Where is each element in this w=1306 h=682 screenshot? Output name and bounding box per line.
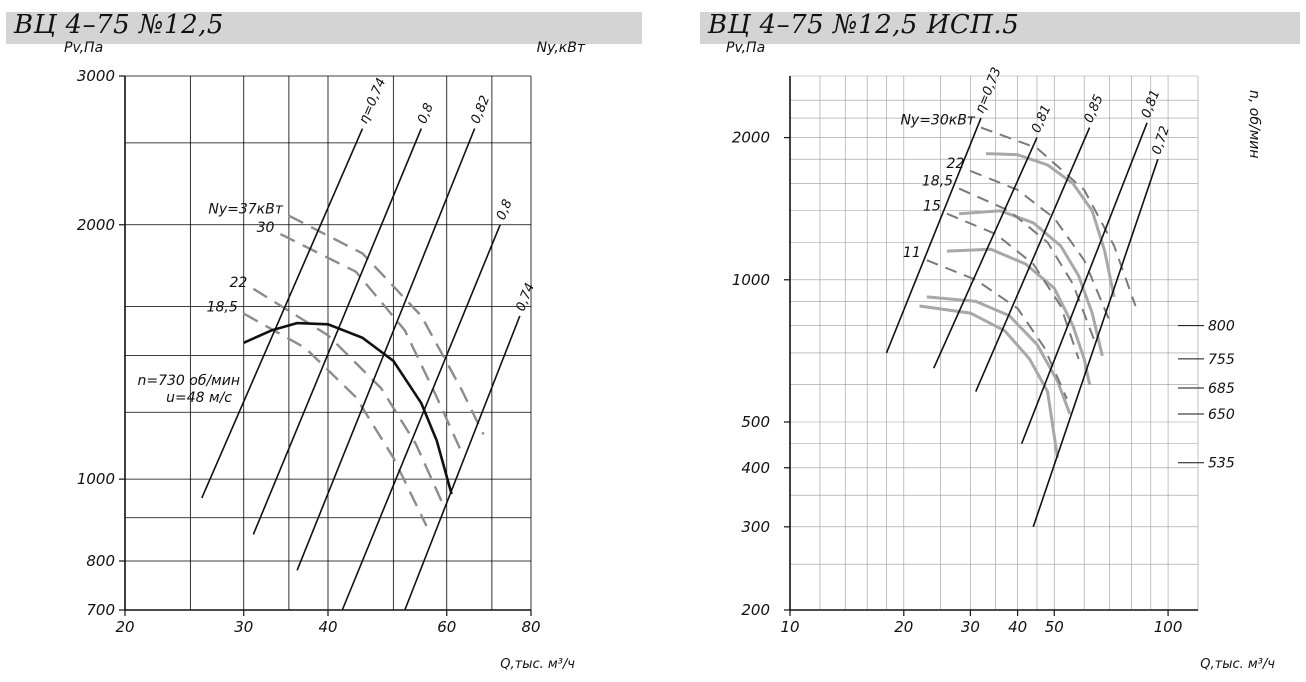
chart-title-left: ВЦ 4–75 №12,5 (14, 10, 224, 40)
efficiency-line-label: 0,8 (415, 101, 437, 126)
x-tick-label: 10 (780, 618, 799, 636)
chart-title-right: ВЦ 4–75 №12,5 ИСП.5 (708, 10, 1020, 40)
y-tick-label: 200 (741, 601, 770, 619)
pressure-curve (919, 304, 1059, 459)
rpm-annotation: n=730 об/мин (137, 373, 240, 389)
rpm-label: 650 (1208, 407, 1235, 423)
efficiency-line (341, 224, 501, 611)
x-tick-label: 50 (1045, 618, 1064, 636)
chart-right: 10 20 30 40 50 100 200 300 400 500 1000 2000 Pv,Па Q,… (726, 40, 1275, 672)
y-axis-label: Pv,Па (64, 40, 103, 56)
efficiency-line (1020, 122, 1148, 444)
x-tick-label: 40 (318, 618, 337, 636)
power-curve-label: 15 (923, 199, 941, 215)
power-curve-label: 22 (230, 275, 248, 291)
efficiency-line (933, 137, 1038, 369)
pressure-curve (926, 295, 1072, 415)
efficiency-line-label: 0,74 (514, 281, 539, 313)
chart-left: 20 30 40 60 80 700 800 1000 2000 3000 Pv,Па Ny,кВт Q… (64, 40, 586, 672)
title-bar-left (6, 12, 642, 44)
x-axis-label: Q,тыс. м³/ч (500, 657, 575, 672)
efficiency-line (404, 315, 521, 611)
rpm-label: 800 (1208, 319, 1235, 335)
x-tick-label: 30 (234, 618, 253, 636)
y-tick-label: 1000 (732, 271, 770, 289)
y-tick-label: 500 (741, 413, 770, 431)
x-axis-label: Q,тыс. м³/ч (1200, 657, 1275, 672)
rpm-label: 535 (1208, 456, 1235, 472)
power-curve-label: Ny=30кВт (900, 113, 975, 129)
power-curve-label: 18,5 (922, 174, 953, 190)
pressure-curve (946, 247, 1092, 385)
x-tick-label: 20 (894, 618, 913, 636)
power-curve-label: 11 (903, 245, 921, 261)
y-tick-label: 800 (86, 552, 115, 570)
x-tick-label: 80 (521, 618, 540, 636)
speed-annotation: u=48 м/с (166, 390, 232, 406)
power-curve-label: Ny=37кВт (208, 202, 283, 218)
efficiency-line-label: η=0,73 (973, 65, 1005, 115)
power-curve (243, 312, 428, 527)
efficiency-line (201, 128, 364, 499)
x-tick-label: 40 (1008, 618, 1027, 636)
power-curve (288, 214, 485, 435)
y-tick-label: 1000 (77, 470, 115, 488)
y-tick-label: 2000 (732, 129, 770, 147)
power-curve-label: 18,5 (207, 300, 238, 316)
efficiency-line-label: 0,81 (1029, 103, 1055, 136)
power-curve (946, 212, 1080, 360)
efficiency-line (252, 128, 423, 535)
x-tick-label: 100 (1154, 618, 1183, 636)
x-tick-label: 20 (115, 618, 134, 636)
y-tick-label: 2000 (77, 216, 115, 234)
x-tick-label: 60 (437, 618, 456, 636)
y-tick-label: 400 (741, 459, 770, 477)
y-axis-label-right: n, об/мин (1246, 90, 1262, 159)
power-curve (958, 187, 1096, 342)
y-axis-label-right: Ny,кВт (537, 40, 586, 56)
pressure-curve (243, 321, 453, 495)
power-curve (252, 287, 443, 503)
x-tick-label: 30 (961, 618, 980, 636)
y-tick-label: 700 (86, 601, 115, 619)
power-curve-label: 22 (947, 156, 965, 172)
efficiency-line (885, 117, 982, 354)
y-tick-label: 300 (741, 518, 770, 536)
efficiency-line-label: η=0,74 (356, 76, 389, 126)
pressure-curve (985, 152, 1116, 298)
efficiency-line-label: 0,82 (468, 94, 493, 126)
efficiency-line (1032, 158, 1159, 528)
power-curve (279, 233, 463, 452)
efficiency-line-label: 0,85 (1081, 93, 1106, 126)
pressure-curve (958, 209, 1104, 357)
title-bar-right (700, 12, 1300, 44)
efficiency-line-label: 0,8 (494, 197, 516, 222)
power-curve-label: 30 (257, 220, 275, 236)
y-tick-label: 3000 (77, 67, 115, 85)
rpm-label: 685 (1208, 381, 1235, 397)
efficiency-line (296, 128, 476, 571)
rpm-label: 755 (1208, 352, 1235, 368)
power-curve (926, 259, 1068, 400)
efficiency-line (975, 127, 1091, 392)
power-curve (970, 169, 1111, 321)
efficiency-line-label: 0,81 (1139, 88, 1164, 120)
efficiency-line-label: 0,72 (1149, 124, 1173, 156)
y-axis-label: Pv,Па (726, 40, 765, 56)
